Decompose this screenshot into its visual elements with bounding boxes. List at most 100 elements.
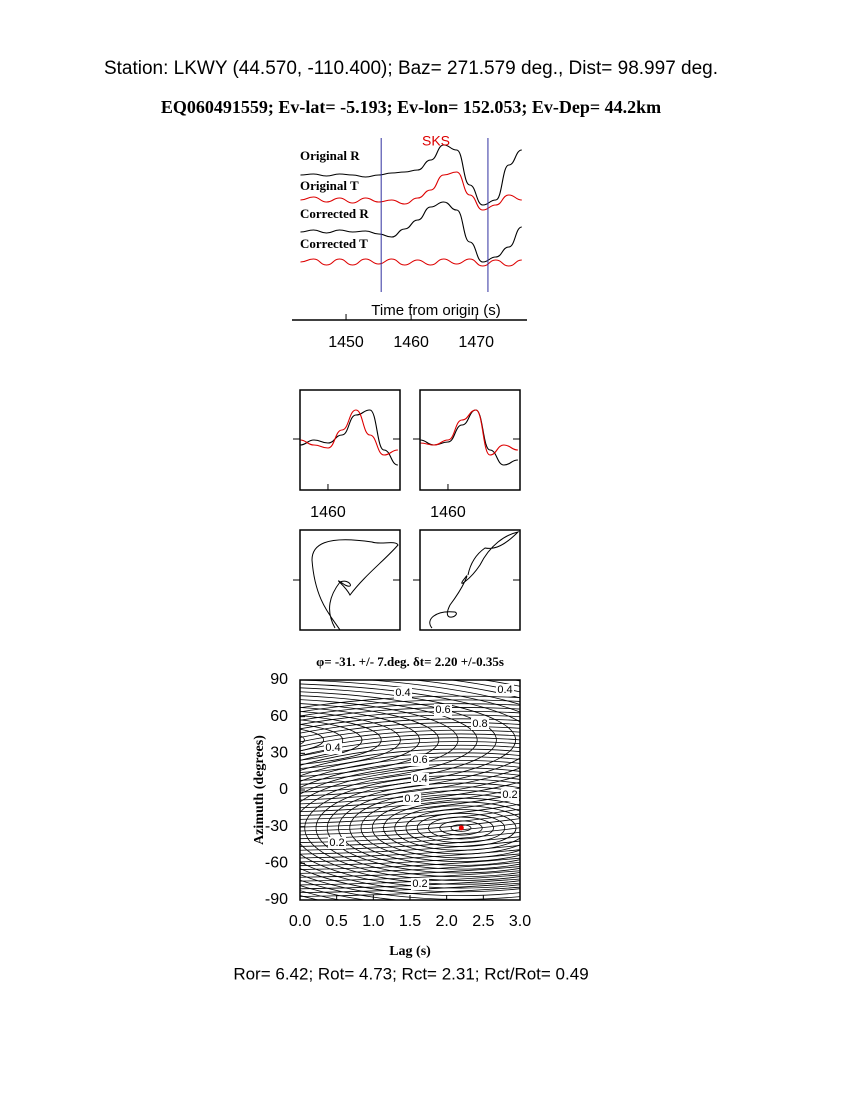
contour	[300, 752, 520, 900]
x-tick-label: 0.0	[289, 913, 311, 930]
contour-label: 0.4	[412, 773, 427, 785]
contour	[300, 728, 324, 752]
x-tick-label: 1450	[328, 334, 364, 351]
contour	[300, 687, 516, 793]
x-tick-label: 1470	[458, 334, 494, 351]
contour	[300, 760, 520, 896]
contour	[300, 748, 520, 900]
label-bg	[324, 742, 342, 754]
contour	[300, 695, 478, 785]
contour	[300, 808, 520, 828]
contour	[300, 729, 520, 747]
contour	[450, 824, 472, 832]
contour-label: 0.4	[325, 742, 340, 754]
contour	[383, 801, 520, 855]
window-box	[299, 389, 401, 491]
contour	[300, 715, 382, 765]
trace	[300, 258, 522, 267]
x-tick-label: 1460	[430, 504, 466, 521]
contour	[300, 771, 520, 885]
x-tick-label: 1.5	[399, 913, 421, 930]
contour-label: 0.4	[497, 684, 512, 696]
label-bg	[394, 687, 412, 699]
trace-label: Original R	[300, 148, 360, 163]
plot-frame	[299, 679, 521, 901]
contour	[300, 861, 520, 874]
contour	[300, 718, 520, 734]
contour	[300, 699, 459, 781]
footer-line: Ror= 6.42; Rot= 4.73; Rct= 2.31; Rct/Rot…	[233, 964, 588, 983]
contour	[300, 744, 520, 900]
contour	[300, 699, 520, 713]
contour-label: 0.2	[329, 837, 344, 849]
trace	[299, 409, 398, 456]
contour-label: 0.2	[502, 789, 517, 801]
y-tick-label: 0	[279, 781, 288, 798]
trace	[419, 409, 518, 456]
contour	[349, 790, 520, 866]
x-tick-label: 0.5	[326, 913, 348, 930]
contour	[300, 707, 420, 773]
contour	[300, 741, 520, 900]
x-axis-label: Time from origin (s)	[371, 302, 500, 319]
label-bg	[411, 754, 429, 766]
y-tick-label: -90	[265, 891, 288, 908]
contour	[300, 710, 520, 725]
particle-motion	[311, 539, 399, 631]
x-axis-label: Lag (s)	[389, 944, 431, 959]
contour	[300, 853, 520, 867]
event-line: EQ060491559; Ev-lat= -5.193; Ev-lon= 152…	[161, 97, 661, 117]
label-bg	[411, 773, 429, 785]
window-box	[419, 389, 521, 491]
contour-label: 0.2	[404, 793, 419, 805]
y-axis-label: Azimuth (degrees)	[252, 735, 267, 845]
plot-title: φ= -31. +/- 7.deg. δt= 2.20 +/-0.35s	[316, 654, 504, 669]
contour	[300, 683, 520, 797]
y-tick-label: 30	[270, 745, 288, 762]
trace	[299, 409, 399, 466]
y-tick-label: -30	[265, 818, 288, 835]
trace	[300, 144, 522, 206]
x-tick-label: 1.0	[362, 913, 384, 930]
label-bg	[403, 793, 421, 805]
label-bg	[328, 837, 346, 849]
contour	[326, 782, 520, 874]
contour	[300, 813, 520, 832]
label-bg	[471, 718, 489, 730]
station-line: Station: LKWY (44.570, -110.400); Baz= 2…	[104, 58, 718, 79]
contour	[300, 767, 520, 889]
best-fit-point	[458, 825, 464, 831]
contour-label: 0.2	[412, 878, 427, 890]
contour	[300, 680, 520, 801]
particle-motion	[429, 531, 520, 629]
trace	[300, 201, 522, 263]
trace	[419, 409, 518, 466]
contour	[300, 822, 520, 840]
x-tick-label: 2.5	[472, 913, 494, 930]
label-bg	[496, 684, 514, 696]
phase-label: SKS	[422, 133, 450, 149]
x-tick-label: 2.0	[436, 913, 458, 930]
y-tick-label: 60	[270, 708, 288, 725]
trace	[300, 171, 522, 211]
label-bg	[434, 704, 452, 716]
contour	[338, 786, 520, 870]
x-tick-label: 1460	[393, 334, 429, 351]
contour	[300, 735, 305, 745]
contour	[300, 714, 520, 730]
contour	[300, 733, 520, 752]
contour	[300, 719, 363, 761]
contour-label: 0.4	[395, 687, 410, 699]
contour	[300, 723, 344, 757]
contour	[300, 763, 520, 893]
contour	[300, 722, 520, 738]
contour	[300, 703, 520, 717]
contour	[300, 870, 520, 882]
contour	[300, 703, 440, 777]
x-tick-label: 3.0	[509, 913, 531, 930]
contours	[300, 680, 520, 900]
trace-label: Original T	[300, 178, 359, 193]
contour	[300, 878, 520, 890]
contour-label: 0.6	[435, 704, 450, 716]
